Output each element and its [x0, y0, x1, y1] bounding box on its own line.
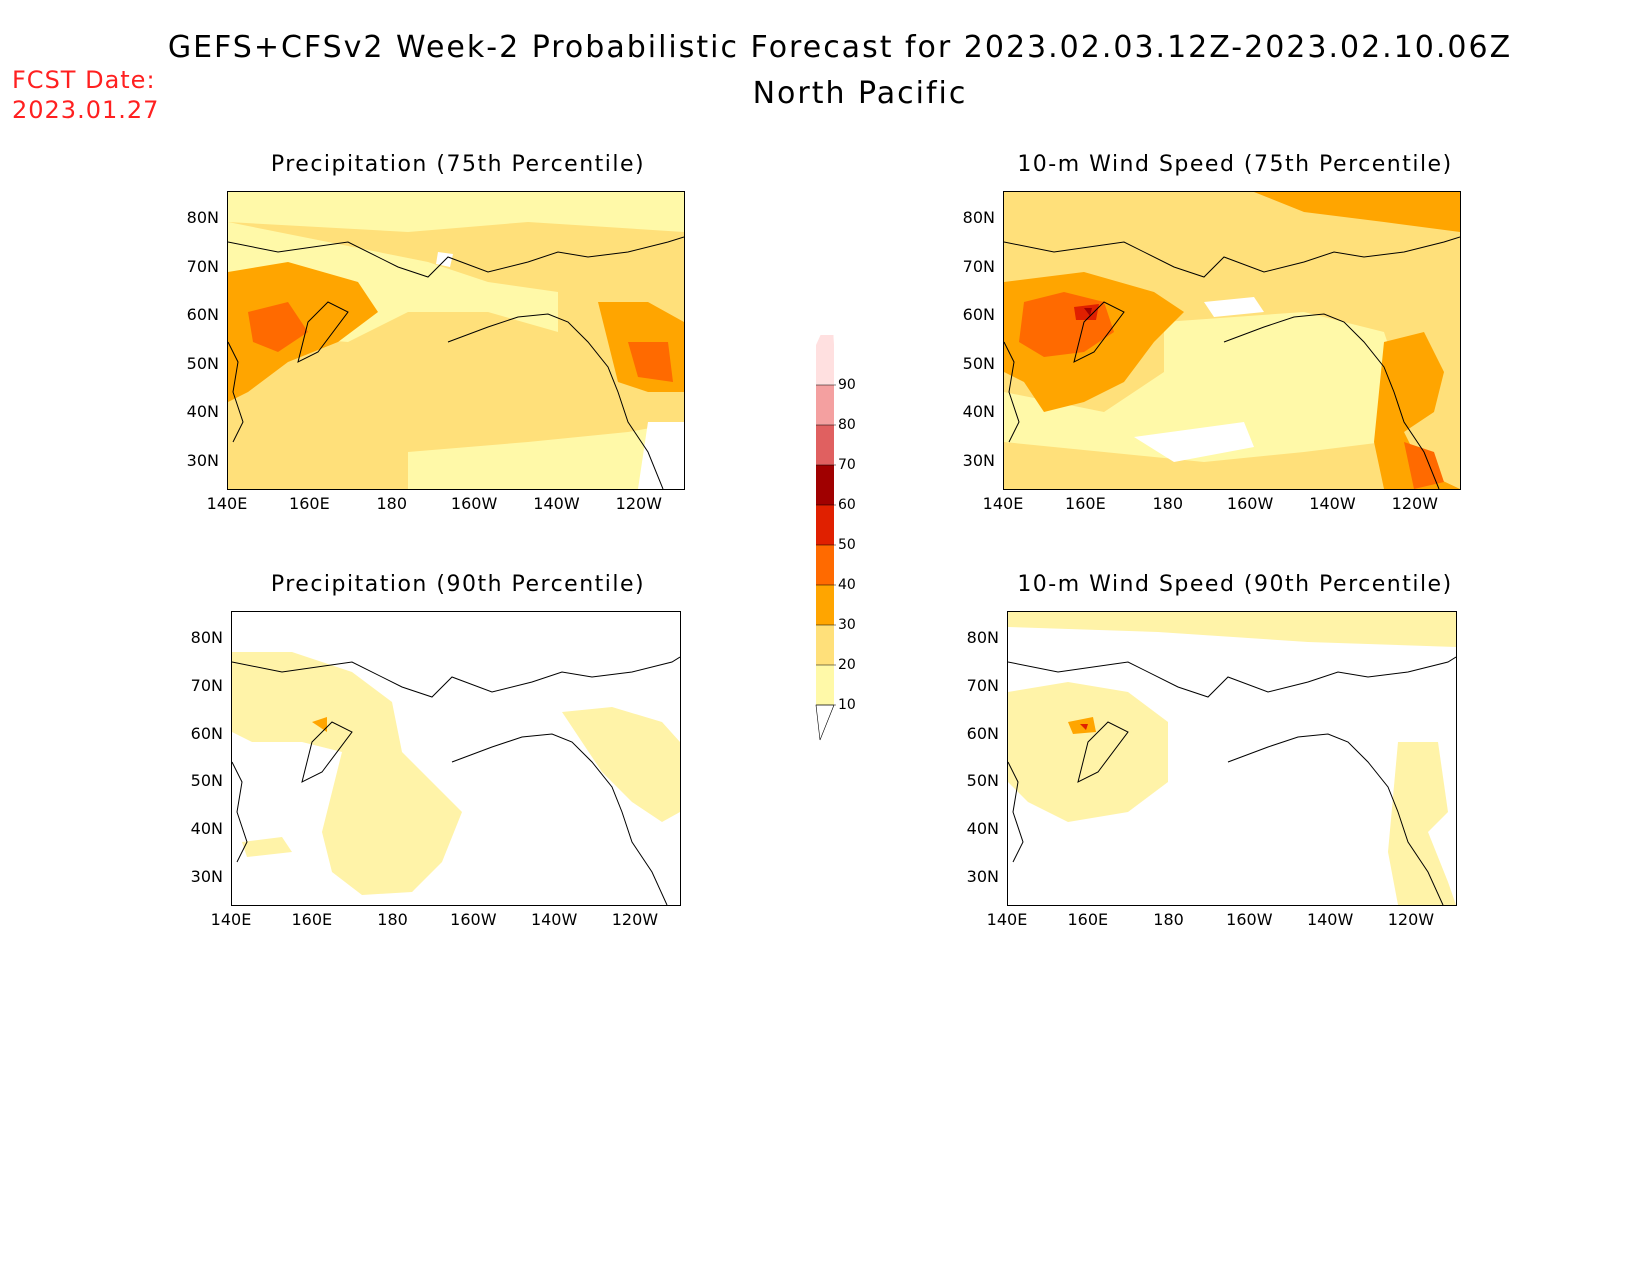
lat-tick-label: 50N	[966, 771, 999, 791]
lat-tick-label: 80N	[190, 628, 223, 647]
lon-tick-label: 120W	[615, 494, 662, 513]
lat-tick-label: 60N	[186, 305, 219, 325]
lon-tick-label: 140E	[982, 494, 1024, 513]
colorbar-segment	[816, 545, 834, 585]
lat-tick-label: 30N	[186, 451, 219, 470]
map-precip75	[227, 191, 685, 490]
colorbar-level-label: 90	[838, 377, 856, 393]
colorbar-level-label: 10	[838, 697, 856, 713]
lon-tick-label: 160W	[450, 494, 498, 513]
lat-tick-label: 50N	[186, 353, 219, 373]
colorbar-level-label: 20	[838, 657, 856, 673]
lon-tick-label: 160E	[289, 494, 330, 513]
lon-tick-label: 140E	[206, 494, 248, 513]
lat-tick-label: 50N	[190, 771, 223, 791]
lon-tick-label: 160E	[291, 910, 333, 929]
lat-tick-label: 60N	[962, 305, 995, 325]
lat-tick-label: 70N	[190, 675, 223, 695]
lon-tick-label: 180	[1152, 494, 1183, 513]
colorbar-top-arrow	[816, 335, 834, 345]
lon-tick-label: 160E	[1065, 494, 1106, 513]
panel-title-precip75: Precipitation (75th Percentile)	[270, 152, 646, 177]
lon-tick-label: 180	[377, 910, 408, 929]
colorbar	[815, 335, 836, 741]
lon-tick-label: 160W	[450, 910, 497, 929]
colorbar-segment	[816, 465, 834, 505]
lon-tick-label: 140W	[1306, 910, 1354, 929]
lat-tick-label: 40N	[962, 402, 995, 422]
lat-tick-label: 50N	[962, 353, 995, 373]
region-subtitle: North Pacific	[752, 76, 968, 111]
colorbar-level-label: 80	[838, 417, 856, 433]
lon-tick-label: 180	[1153, 910, 1184, 929]
lon-tick-label: 160W	[1226, 910, 1273, 929]
lat-tick-label: 70N	[966, 675, 999, 695]
lat-tick-label: 80N	[186, 208, 219, 227]
lon-tick-label: 120W	[611, 910, 659, 929]
colorbar-level-label: 40	[838, 577, 856, 593]
lon-tick-label: 120W	[1391, 494, 1438, 513]
panel-title-wind90: 10-m Wind Speed (90th Percentile)	[1017, 572, 1453, 597]
colorbar-segment	[816, 665, 834, 705]
lat-tick-label: 30N	[962, 451, 995, 470]
colorbar-level-label: 50	[838, 537, 856, 553]
lon-tick-label: 160E	[1067, 910, 1109, 929]
lat-tick-label: 30N	[190, 867, 223, 886]
lon-tick-label: 180	[376, 494, 407, 513]
lon-tick-label: 140W	[1309, 494, 1356, 513]
colorbar-segment	[816, 625, 834, 665]
lat-tick-label: 40N	[190, 819, 223, 839]
lat-tick-label: 30N	[966, 867, 999, 886]
map-precip90	[231, 611, 681, 906]
page-title: GEFS+CFSv2 Week-2 Probabilistic Forecast…	[167, 30, 1513, 65]
lon-tick-label: 140W	[533, 494, 580, 513]
lat-tick-label: 60N	[190, 723, 223, 743]
panel-title-precip90: Precipitation (90th Percentile)	[270, 572, 646, 597]
colorbar-segment	[816, 425, 834, 465]
lat-tick-label: 40N	[186, 402, 219, 422]
lat-tick-label: 70N	[186, 256, 219, 276]
forecast-date-value: 2023.01.27	[12, 96, 160, 124]
colorbar-segment	[816, 585, 834, 625]
lat-tick-label: 40N	[966, 819, 999, 839]
colorbar-level-label: 60	[838, 497, 856, 513]
lat-tick-label: 80N	[962, 208, 995, 227]
map-wind90	[1007, 611, 1457, 906]
lat-tick-label: 80N	[966, 628, 999, 647]
colorbar-bottom-arrow	[815, 704, 835, 741]
lon-tick-label: 140E	[210, 910, 252, 929]
lon-tick-label: 120W	[1387, 910, 1435, 929]
lat-tick-label: 70N	[962, 256, 995, 276]
lat-tick-label: 60N	[966, 723, 999, 743]
map-wind75	[1003, 191, 1461, 490]
lon-tick-label: 160W	[1226, 494, 1274, 513]
colorbar-segment	[816, 385, 834, 425]
colorbar-level-label: 30	[838, 617, 856, 633]
lon-tick-label: 140W	[530, 910, 578, 929]
forecast-date-label: FCST Date:	[12, 66, 156, 94]
colorbar-segment	[816, 345, 834, 385]
colorbar-segment	[816, 505, 834, 545]
lon-tick-label: 140E	[986, 910, 1028, 929]
panel-title-wind75: 10-m Wind Speed (75th Percentile)	[1017, 152, 1453, 177]
colorbar-level-label: 70	[838, 457, 856, 473]
